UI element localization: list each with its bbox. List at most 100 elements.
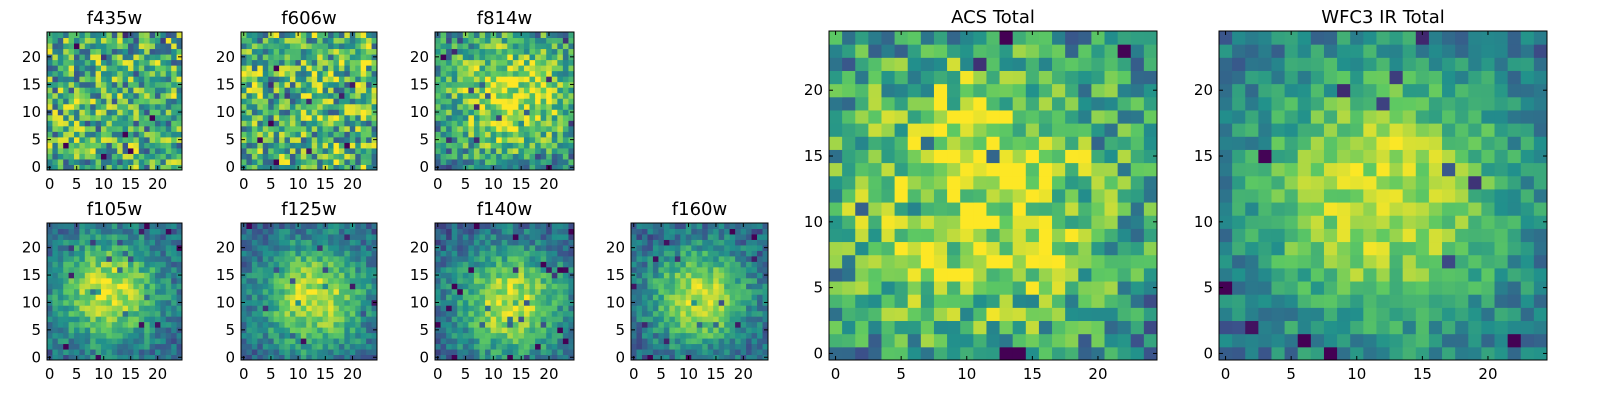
heatmap-cell (713, 294, 720, 301)
heatmap-cell (724, 305, 731, 312)
heatmap-cell (663, 354, 670, 361)
heatmap-cell (568, 76, 575, 83)
heatmap-cell (68, 87, 75, 94)
heatmap-cell (171, 76, 178, 83)
heatmap-cell (155, 103, 161, 110)
heatmap-cell (562, 354, 569, 361)
heatmap-cell (696, 228, 703, 235)
heatmap-cell (57, 321, 64, 328)
heatmap-cell (490, 305, 497, 312)
heatmap-cell (496, 153, 503, 160)
heatmap-cell (138, 158, 145, 165)
heatmap-cell (273, 81, 280, 88)
heatmap-cell (696, 288, 703, 295)
heatmap-cell (311, 103, 318, 110)
heatmap-cell (680, 239, 687, 246)
heatmap-cell (117, 142, 124, 149)
heatmap-cell (117, 332, 124, 339)
heatmap-cell (295, 277, 302, 284)
heatmap-cell (473, 338, 480, 345)
heatmap-cell (138, 81, 145, 88)
heatmap-cell (311, 76, 318, 83)
heatmap-cell (317, 59, 324, 66)
heatmap-cell (311, 288, 318, 295)
heatmap-cell (757, 244, 764, 251)
heatmap-cell (523, 288, 531, 295)
heatmap-cell (344, 59, 351, 66)
heatmap-cell (691, 354, 698, 361)
heatmap-cell (251, 283, 258, 290)
heatmap-cell (289, 59, 296, 66)
heatmap-cell (568, 321, 575, 328)
heatmap-cell (740, 321, 747, 328)
heatmap-cells (631, 223, 769, 361)
heatmap-cell (90, 54, 97, 61)
heatmap-cell (360, 255, 367, 262)
heatmap-cell (446, 32, 453, 39)
heatmap-cell (1012, 307, 1027, 322)
heatmap-cell (518, 136, 525, 143)
heatmap-cell (680, 327, 687, 334)
heatmap-cell (540, 142, 547, 149)
y-tick-label: 15 (22, 75, 41, 93)
heatmap-cell (457, 305, 464, 312)
heatmap-cell (289, 48, 296, 55)
heatmap-cell (106, 228, 113, 235)
heatmap-cell (562, 338, 569, 345)
heatmap-cell (262, 147, 269, 154)
heatmap-cell (144, 37, 151, 44)
heatmap-cell (762, 316, 769, 323)
heatmap-cell (246, 272, 253, 279)
heatmap-cell (122, 158, 129, 165)
heatmap-cell (344, 239, 351, 246)
heatmap-cell (479, 321, 486, 328)
heatmap-cell (496, 65, 503, 72)
heatmap-cell (751, 250, 758, 257)
heatmap-cell (106, 266, 113, 273)
heatmap-cell (74, 158, 80, 165)
heatmap-cell (122, 288, 129, 295)
heatmap-cell (842, 215, 856, 229)
heatmap-cell (669, 299, 676, 306)
heatmap-cell (468, 81, 475, 88)
heatmap-cell (562, 349, 569, 356)
heatmap-cell (344, 92, 351, 99)
heatmap-cell (490, 239, 497, 246)
heatmap-cell (257, 142, 264, 149)
heatmap-cell (246, 32, 253, 39)
y-tick-label: 0 (31, 348, 41, 366)
heatmap-cell (490, 349, 497, 356)
heatmap-cell (176, 92, 183, 99)
heatmap-cell (674, 239, 681, 246)
heatmap-cell (501, 142, 508, 149)
heatmap-cell (90, 98, 97, 105)
heatmap-cell (855, 307, 869, 322)
heatmap-cell (349, 136, 356, 143)
heatmap-cell (691, 233, 698, 240)
heatmap-cell (501, 109, 508, 116)
heatmap-cell (317, 244, 324, 251)
heatmap-cell (479, 120, 486, 127)
heatmap-cell (535, 332, 542, 339)
heatmap-cell (171, 142, 178, 149)
heatmap-cell (631, 228, 637, 235)
heatmap-cells (241, 223, 378, 361)
heatmap-cell (568, 142, 575, 149)
heatmap-cell (1091, 162, 1106, 177)
heatmap-cell (551, 255, 558, 262)
heatmap-cell (562, 92, 569, 99)
heatmap-cell (540, 332, 547, 339)
heatmap-cell (300, 70, 307, 77)
heatmap-cell (322, 87, 329, 94)
heatmap-cell (328, 147, 334, 154)
x-tick-label: 5 (461, 365, 471, 383)
heatmap-cell (300, 294, 307, 301)
heatmap-cell (171, 164, 178, 171)
heatmap-cell (568, 70, 575, 77)
heatmap-cell (251, 327, 258, 334)
heatmap-cell (144, 65, 151, 72)
heatmap-cell (1025, 333, 1040, 348)
heatmap-cell (479, 288, 486, 295)
heatmap-cell (155, 272, 161, 279)
